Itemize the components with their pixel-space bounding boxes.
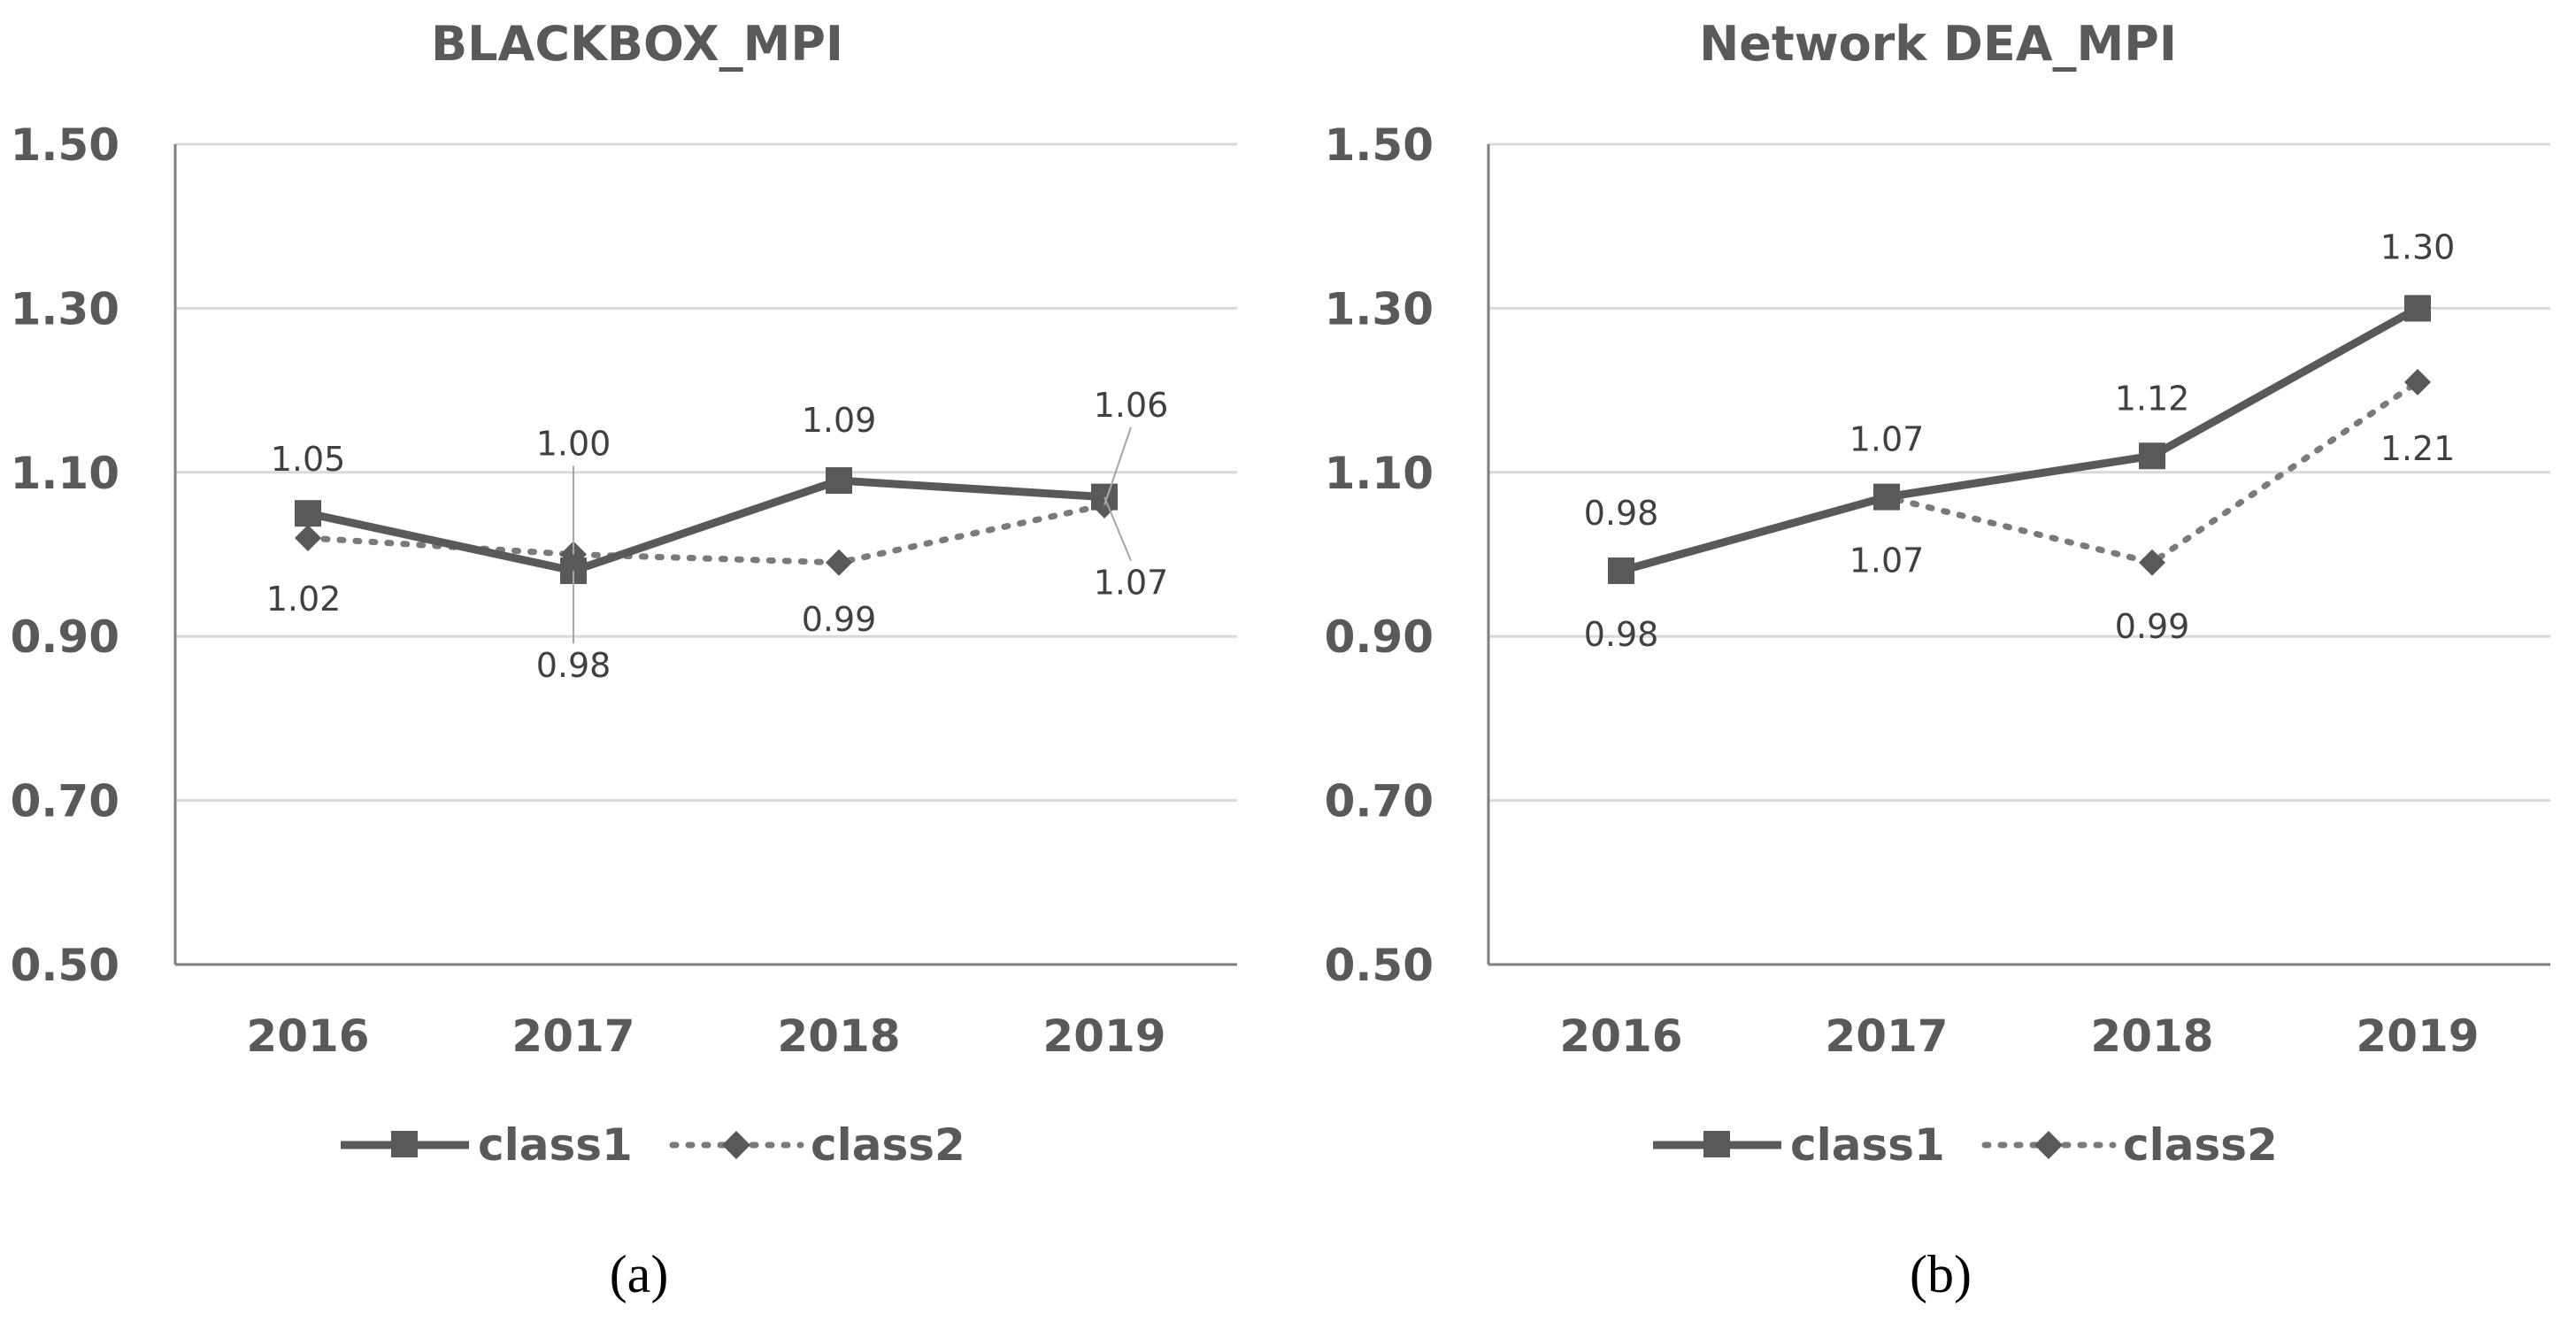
x-tick-label: 2017 <box>511 1011 634 1062</box>
legend-label-class1: class1 <box>478 1119 633 1171</box>
x-tick-label: 2018 <box>2090 1011 2213 1062</box>
data-point-class2 <box>826 549 852 576</box>
legend-marker-class2 <box>722 1131 750 1159</box>
data-label-class1: 1.07 <box>1849 420 1925 459</box>
data-label-class1: 0.98 <box>1584 494 1659 533</box>
data-labels: 1.05 0.98 1.09 1.07 1.02 1.00 0.99 1.06 <box>266 386 1169 685</box>
data-label-class1: 1.05 <box>271 440 346 479</box>
data-label-class2: 1.21 <box>2380 429 2456 468</box>
data-point-class1 <box>2404 295 2431 322</box>
legend-label-class2: class2 <box>811 1119 965 1171</box>
y-axis-ticks: 0.50 0.70 0.90 1.10 1.30 1.50 <box>1325 119 1434 991</box>
y-tick-label: 1.30 <box>11 283 119 334</box>
data-label-class2: 0.99 <box>802 600 877 639</box>
y-tick-label: 1.50 <box>1325 119 1434 171</box>
legend-label-class2: class2 <box>2123 1119 2278 1171</box>
data-point-class1 <box>1608 557 1634 585</box>
x-axis-ticks: 2016 2017 2018 2019 <box>1559 1011 2479 1062</box>
data-label-class1: 0.98 <box>536 646 611 685</box>
data-label-class1: 1.30 <box>2380 227 2456 266</box>
y-tick-label: 0.90 <box>1325 611 1434 663</box>
y-tick-label: 0.90 <box>11 611 119 663</box>
series-line-class1 <box>304 476 1109 575</box>
data-label-class2: 1.00 <box>536 425 611 464</box>
legend-marker-class1 <box>391 1131 418 1157</box>
panel-a: BLACKBOX_MPI 0.50 0.70 0.90 1.10 1.30 1.50 20… <box>11 16 1237 1303</box>
panel-b: Network DEA_MPI 0.50 0.70 0.90 1.10 1.30 1.50… <box>1325 16 2550 1303</box>
data-labels: 0.98 1.07 1.12 1.30 0.98 1.07 0.99 1.21 <box>1584 227 2456 654</box>
data-point-class1 <box>2139 442 2165 470</box>
y-axis-ticks: 0.50 0.70 0.90 1.10 1.30 1.50 <box>11 119 119 991</box>
series-group <box>295 467 1118 585</box>
data-label-class2: 1.02 <box>266 580 342 619</box>
legend: class1 class2 <box>1653 1119 2278 1171</box>
legend-marker-class2 <box>2034 1131 2063 1159</box>
label-leader-line <box>1103 427 1132 506</box>
data-label-class2: 0.98 <box>1584 615 1659 654</box>
gridlines <box>173 142 1237 966</box>
series-line-class2 <box>304 502 1108 566</box>
data-point-class1 <box>826 467 852 495</box>
data-label-class1: 1.07 <box>1094 564 1169 603</box>
legend: class1 class2 <box>341 1119 965 1171</box>
series-line-class2 <box>1618 379 2421 574</box>
panel-caption: (b) <box>1910 1245 1972 1303</box>
data-label-class2: 0.99 <box>2115 607 2190 646</box>
data-label-class1: 1.12 <box>2115 379 2190 418</box>
data-point-class1 <box>295 500 321 527</box>
y-tick-label: 1.10 <box>11 448 119 499</box>
data-point-class2 <box>2139 549 2165 576</box>
data-point-class2 <box>295 524 321 551</box>
data-label-class1: 1.09 <box>802 401 877 440</box>
series-line-class1 <box>1617 304 2422 575</box>
panel-caption: (a) <box>610 1245 669 1303</box>
x-tick-label: 2018 <box>777 1011 900 1062</box>
x-axis-ticks: 2016 2017 2018 2019 <box>246 1011 1165 1062</box>
x-tick-label: 2017 <box>1825 1011 1948 1062</box>
chart-title: Network DEA_MPI <box>1699 16 2177 72</box>
series-group <box>1608 295 2431 585</box>
x-tick-label: 2019 <box>2356 1011 2479 1062</box>
legend-label-class1: class1 <box>1790 1119 1945 1171</box>
y-tick-label: 1.50 <box>11 119 119 171</box>
label-leader-line <box>1103 496 1132 561</box>
data-label-class2: 1.06 <box>1094 386 1169 425</box>
y-tick-label: 0.50 <box>11 940 119 991</box>
y-tick-label: 1.10 <box>1325 448 1434 499</box>
data-label-class2: 1.07 <box>1849 542 1925 580</box>
x-tick-label: 2016 <box>246 1011 369 1062</box>
x-tick-label: 2016 <box>1559 1011 1682 1062</box>
legend-marker-class1 <box>1703 1131 1730 1157</box>
y-tick-label: 0.70 <box>1325 776 1434 827</box>
y-tick-label: 1.30 <box>1325 283 1434 334</box>
data-point-class2 <box>2404 368 2431 396</box>
gridlines <box>1487 142 2550 966</box>
x-tick-label: 2019 <box>1042 1011 1165 1062</box>
y-tick-label: 0.50 <box>1325 940 1434 991</box>
y-tick-label: 0.70 <box>11 776 119 827</box>
data-point-class1 <box>1873 483 1900 511</box>
chart-title: BLACKBOX_MPI <box>431 16 843 72</box>
